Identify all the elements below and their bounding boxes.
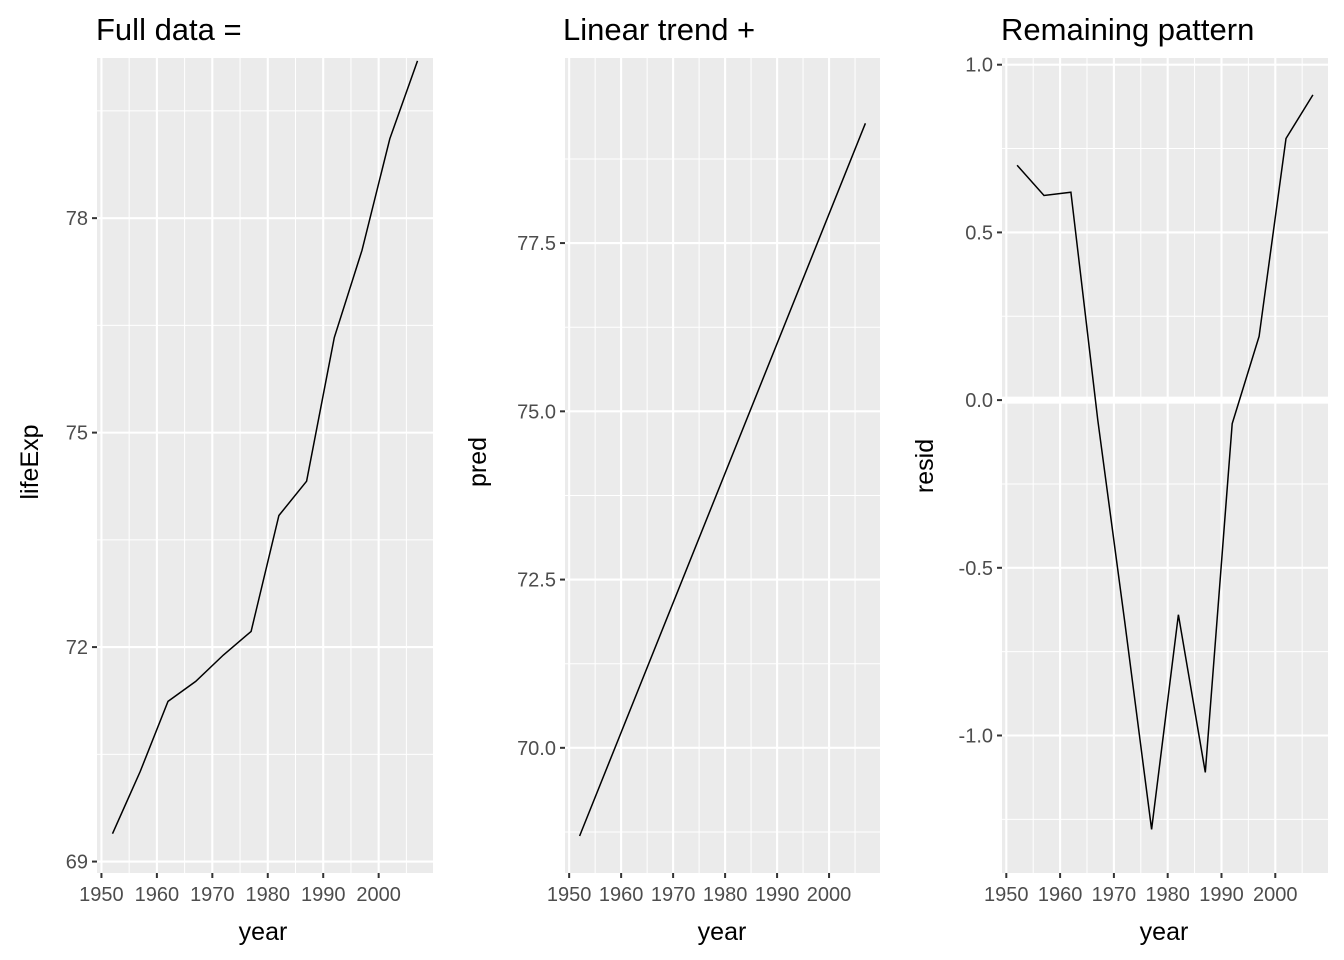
x-tick-label: 1980: [1145, 884, 1190, 906]
x-tick-label: 1950: [984, 884, 1029, 906]
x-tick-label: 1990: [301, 884, 346, 906]
y-tick-label: -0.5: [959, 558, 993, 580]
y-tick-label: 1.0: [965, 55, 993, 77]
panel-remaining-pattern: 1950 1960 1970 1980 1990 2000 -1.0 -0.5 0.0 0.5 1.…: [911, 12, 1328, 946]
y-tick-label: 69: [66, 852, 88, 874]
y-tick-label: 72.5: [517, 570, 556, 592]
x-tick-label: 1990: [1199, 884, 1244, 906]
x-axis-title: year: [1140, 918, 1189, 946]
panel-title: Remaining pattern: [1001, 12, 1254, 47]
x-tick-label: 1970: [190, 884, 235, 906]
y-tick-label: 75.0: [517, 401, 556, 423]
x-tick-label: 1960: [1038, 884, 1083, 906]
plot-area: 1950 1960 1970 1980 1990 2000 -1.0 -0.5 0.0 0.5 1.…: [959, 55, 1328, 906]
series-line: [111, 60, 419, 835]
x-tick-label: 1950: [547, 884, 592, 906]
series-line: [578, 123, 867, 837]
plot-background: [97, 58, 433, 873]
y-tick-label: 75: [66, 423, 88, 445]
x-tick-label: 1970: [1092, 884, 1137, 906]
x-tick-label: 1970: [651, 884, 696, 906]
x-axis-title: year: [698, 918, 747, 946]
x-tick-label: 1960: [135, 884, 180, 906]
y-axis-title: lifeExp: [16, 424, 44, 499]
plot-background: [565, 58, 880, 873]
y-tick-label: 0.5: [965, 222, 993, 244]
y-tick-label: 78: [66, 208, 88, 230]
y-axis-title: pred: [464, 437, 492, 487]
x-axis-title: year: [239, 918, 288, 946]
panel-title: Linear trend +: [563, 12, 755, 47]
x-tick-label: 2000: [1253, 884, 1298, 906]
x-tick-label: 1980: [703, 884, 748, 906]
x-tick-label: 1990: [755, 884, 800, 906]
x-tick-label: 1960: [599, 884, 644, 906]
x-tick-label: 1980: [246, 884, 291, 906]
y-tick-label: -1.0: [959, 725, 993, 747]
plot-background: [1002, 58, 1328, 873]
x-tick-label: 2000: [356, 884, 401, 906]
y-tick-label: 0.0: [965, 390, 993, 412]
y-tick-label: 70.0: [517, 738, 556, 760]
plot-area: 1950 1960 1970 1980 1990 2000 70.0 72.5 75.0 77.5: [517, 58, 880, 906]
panel-linear-trend: 1950 1960 1970 1980 1990 2000 70.0 72.5 75.0 77.5…: [464, 12, 880, 946]
y-tick-label: 77.5: [517, 233, 556, 255]
panel-full-data: 1950 1960 1970 1980 1990 2000 69 72 75 78 Full da…: [16, 12, 433, 946]
panel-title: Full data =: [96, 12, 242, 47]
plot-area: 1950 1960 1970 1980 1990 2000 69 72 75 78: [66, 58, 433, 906]
x-tick-label: 2000: [807, 884, 852, 906]
y-tick-label: 72: [66, 637, 88, 659]
x-tick-label: 1950: [79, 884, 124, 906]
y-axis-title: resid: [911, 439, 939, 493]
series-line: [1016, 94, 1314, 830]
